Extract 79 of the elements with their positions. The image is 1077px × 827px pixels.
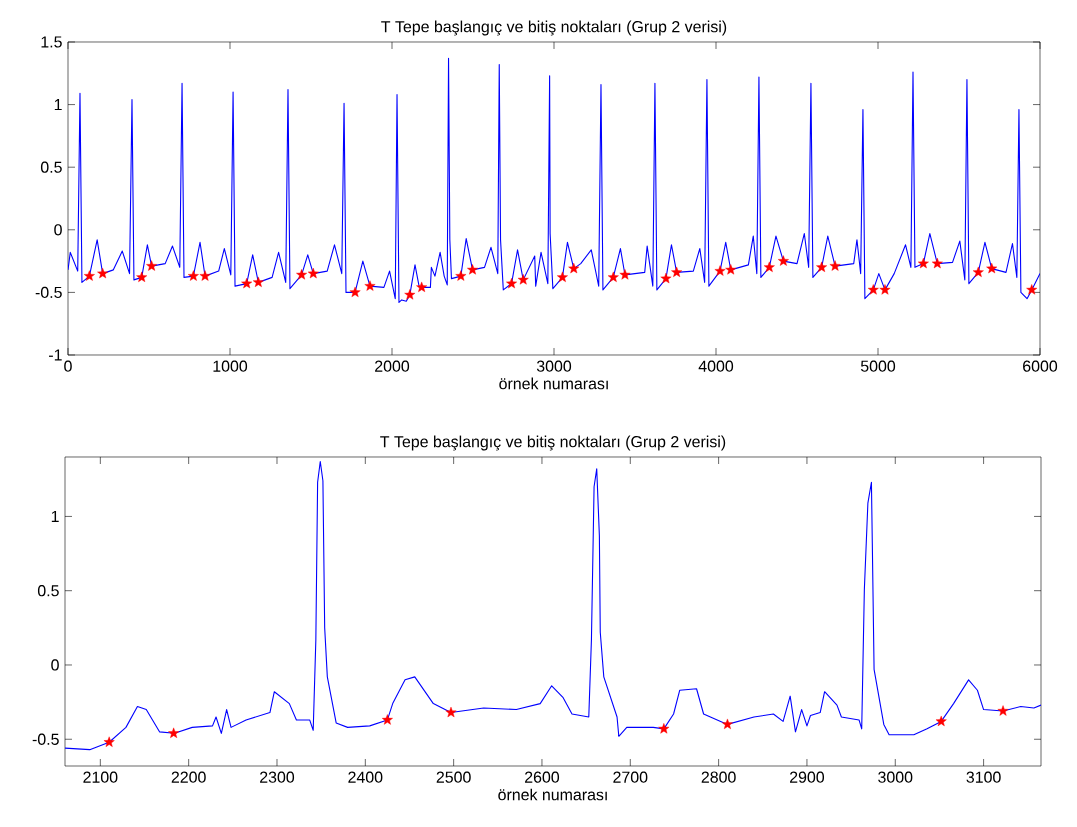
- x-tick-label: 1000: [213, 360, 248, 372]
- point: [455, 270, 467, 281]
- point: [671, 266, 683, 278]
- point: [986, 262, 998, 274]
- point: [816, 261, 828, 272]
- point: [404, 289, 416, 300]
- point: [972, 266, 984, 278]
- y-tick-label: 0.5: [37, 585, 59, 597]
- chart-title: T Tepe başlangıç ve bitiş noktaları (Grup 2 verisi): [381, 20, 727, 36]
- point: [103, 736, 115, 747]
- x-axis-title: örnek numarası: [499, 377, 608, 390]
- point: [364, 280, 376, 291]
- point: [416, 281, 428, 293]
- chart-title: T Tepe başlangıç ve bitiş noktaları (Grup 2 verisi): [380, 435, 726, 451]
- point: [199, 270, 211, 281]
- point: [168, 727, 180, 738]
- line-series: [65, 460, 1042, 751]
- point: [607, 271, 619, 283]
- point: [714, 265, 726, 276]
- point: [241, 277, 253, 289]
- point: [83, 270, 95, 281]
- point: [829, 260, 841, 271]
- x-tick-label: 0: [64, 360, 72, 372]
- x-tick-label: 2800: [701, 771, 736, 783]
- point: [660, 272, 672, 284]
- y-tick-label: 1: [54, 99, 62, 111]
- point: [619, 269, 631, 280]
- y-tick-label: 0: [51, 659, 59, 671]
- point: [506, 277, 517, 289]
- x-tick-label: 2300: [260, 771, 295, 783]
- point: [658, 723, 670, 734]
- y-tick-label: 0.5: [40, 161, 62, 173]
- point: [557, 271, 568, 283]
- point: [931, 257, 943, 269]
- x-tick-label: 2200: [171, 771, 206, 783]
- y-tick-label: -0.5: [35, 286, 62, 299]
- line-series: [68, 57, 1041, 303]
- y-tick-label: 0: [54, 224, 62, 236]
- x-axis-title: örnek numarası: [498, 788, 607, 801]
- x-tick-label: 2500: [436, 771, 471, 783]
- point: [935, 715, 947, 727]
- point: [349, 286, 361, 298]
- point: [517, 274, 529, 285]
- y-tick-label: 1: [51, 510, 59, 522]
- x-tick-label: 2700: [613, 771, 648, 783]
- point: [136, 271, 148, 283]
- point: [307, 267, 319, 279]
- point: [445, 706, 457, 718]
- point: [252, 276, 264, 288]
- x-tick-label: 4000: [698, 360, 734, 372]
- y-tick-label: -0.5: [32, 733, 59, 745]
- point: [777, 255, 789, 266]
- point: [867, 284, 879, 295]
- point: [187, 270, 199, 281]
- point: [296, 269, 308, 280]
- y-tick-label: -1: [49, 349, 62, 361]
- point: [763, 261, 775, 272]
- x-tick-label: 3000: [536, 360, 572, 372]
- point: [722, 718, 733, 730]
- point: [568, 262, 580, 274]
- x-tick-label: 2100: [83, 771, 118, 783]
- x-tick-label: 2900: [790, 771, 825, 783]
- point: [1026, 284, 1038, 295]
- point: [146, 260, 158, 271]
- point: [879, 284, 891, 295]
- point: [97, 267, 109, 279]
- x-tick-label: 5000: [860, 360, 896, 372]
- point: [997, 705, 1009, 716]
- x-tick-label: 2600: [525, 771, 560, 783]
- point: [381, 714, 393, 725]
- x-tick-label: 2000: [375, 360, 410, 372]
- x-tick-label: 2400: [348, 771, 383, 783]
- x-tick-label: 3000: [878, 771, 913, 783]
- x-tick-label: 6000: [1023, 360, 1058, 372]
- y-tick-label: 1.5: [41, 36, 62, 48]
- x-tick-label: 3100: [966, 771, 1001, 783]
- point: [725, 264, 737, 275]
- point: [917, 257, 929, 269]
- point: [467, 264, 478, 275]
